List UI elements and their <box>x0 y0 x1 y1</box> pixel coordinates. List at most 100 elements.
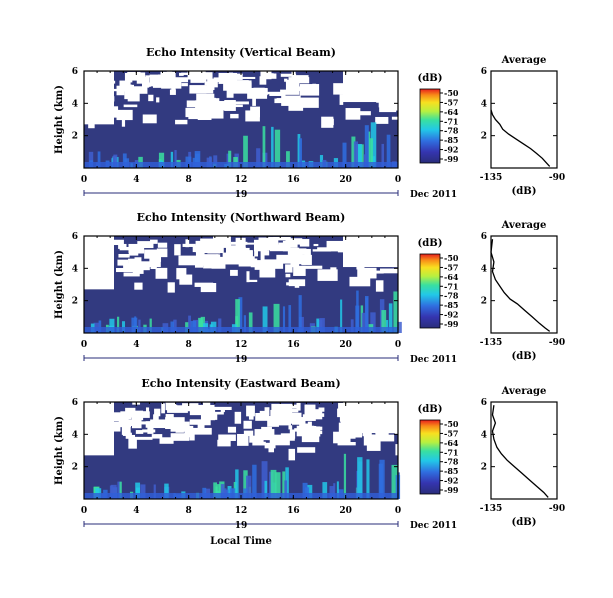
x-tick-label: 0 <box>81 340 87 350</box>
no-data-cell <box>287 404 299 409</box>
no-data-cell <box>204 108 224 119</box>
no-data-cell <box>119 80 131 92</box>
no-data-cell <box>318 407 325 412</box>
echo-streak <box>149 318 152 333</box>
no-data-cell <box>270 434 290 446</box>
no-data-cell <box>291 417 306 425</box>
no-data-cell <box>120 411 132 420</box>
no-data-cell <box>321 116 334 128</box>
no-data-cell <box>285 264 293 273</box>
echo-streak <box>190 320 197 333</box>
profile-x-label: (dB) <box>512 517 537 528</box>
no-data-cell <box>288 77 310 84</box>
no-data-cell <box>234 411 242 424</box>
colorbar-tick-label: -85 <box>444 466 458 476</box>
no-data-cell <box>326 240 345 252</box>
colorbar-tick-label: -78 <box>444 457 459 467</box>
no-data-cell <box>160 71 175 81</box>
echo-streak <box>98 320 102 333</box>
y-tick-label: 2 <box>72 463 78 473</box>
echo-streak <box>111 484 117 499</box>
echo-streak <box>97 151 101 168</box>
no-data-cell <box>343 71 398 103</box>
no-data-cell <box>302 414 316 421</box>
no-data-cell <box>137 241 154 249</box>
echo-streak <box>188 315 191 333</box>
no-data-cell <box>159 437 174 444</box>
no-data-cell <box>178 255 197 266</box>
no-data-cell <box>304 404 316 416</box>
no-data-cell <box>230 113 239 119</box>
no-data-cell <box>192 245 210 253</box>
colorbar-tick-label: -50 <box>444 253 459 263</box>
no-data-cell <box>127 71 141 77</box>
no-data-cell <box>106 239 124 246</box>
echo-streak <box>288 305 292 333</box>
no-data-cell <box>274 98 293 104</box>
no-data-cell <box>129 72 146 81</box>
no-data-cell <box>243 430 254 437</box>
no-data-cell <box>150 239 158 244</box>
colorbar-tick-label: -50 <box>444 88 459 98</box>
no-data-cell <box>153 414 159 425</box>
y-tick-label: 6 <box>72 67 78 77</box>
no-data-cell <box>201 254 219 266</box>
no-data-cell <box>259 410 268 419</box>
colorbar-tick-label: -92 <box>444 476 458 486</box>
echo-streak <box>282 306 286 333</box>
no-data-cell <box>299 239 310 247</box>
no-data-cell <box>252 441 266 446</box>
no-data-cell <box>145 75 154 78</box>
no-data-cell <box>201 98 220 109</box>
y-axis-label: Height (km) <box>54 416 65 485</box>
no-data-cell <box>187 405 202 410</box>
echo-streak <box>369 138 373 168</box>
no-data-cell <box>135 421 153 425</box>
no-data-cell <box>128 258 137 264</box>
colorbar-unit: (dB) <box>418 73 443 84</box>
no-data-cell <box>395 444 410 456</box>
echo-streak <box>235 299 240 333</box>
echo-streak <box>393 291 399 333</box>
echo-streak <box>366 459 370 499</box>
echo-streak <box>357 457 363 499</box>
no-data-cell <box>248 413 254 420</box>
no-data-cell <box>194 282 214 287</box>
no-data-cell <box>126 265 146 270</box>
no-data-cell <box>309 413 325 417</box>
echo-streak <box>194 153 200 168</box>
profile-x-label: (dB) <box>512 186 537 197</box>
no-data-cell <box>123 272 140 277</box>
no-data-cell <box>288 101 304 111</box>
colorbar-unit: (dB) <box>418 238 443 249</box>
no-data-cell <box>172 77 189 83</box>
no-data-cell <box>149 255 162 262</box>
colorbar-tick-label: -85 <box>444 300 458 310</box>
profile-y-tick-label: 6 <box>481 67 487 77</box>
x-tick-label: 12 <box>235 175 248 185</box>
profile-y-tick-label: 2 <box>481 297 487 307</box>
no-data-cell <box>269 244 291 252</box>
no-data-cell <box>252 94 256 106</box>
colorbar-tick-label: -99 <box>444 154 459 164</box>
no-data-cell <box>317 269 338 281</box>
no-data-cell <box>211 80 215 90</box>
echo-streak <box>109 485 113 499</box>
echo-streak <box>351 136 356 168</box>
x-tick-label: 20 <box>339 506 352 516</box>
no-data-cell <box>297 86 306 91</box>
no-data-cell <box>235 250 253 254</box>
echo-streak <box>355 305 360 333</box>
echo-streak <box>286 151 290 168</box>
no-data-cell <box>266 237 276 240</box>
no-data-cell <box>147 423 154 434</box>
no-data-cell <box>246 405 255 417</box>
no-data-cell <box>175 428 184 433</box>
no-data-cell <box>140 261 161 268</box>
echo-streak <box>282 471 286 499</box>
no-data-cell <box>154 408 161 417</box>
no-data-cell <box>187 71 206 80</box>
no-data-cell <box>218 72 238 84</box>
no-data-cell <box>237 433 249 446</box>
echo-streak <box>364 125 369 168</box>
